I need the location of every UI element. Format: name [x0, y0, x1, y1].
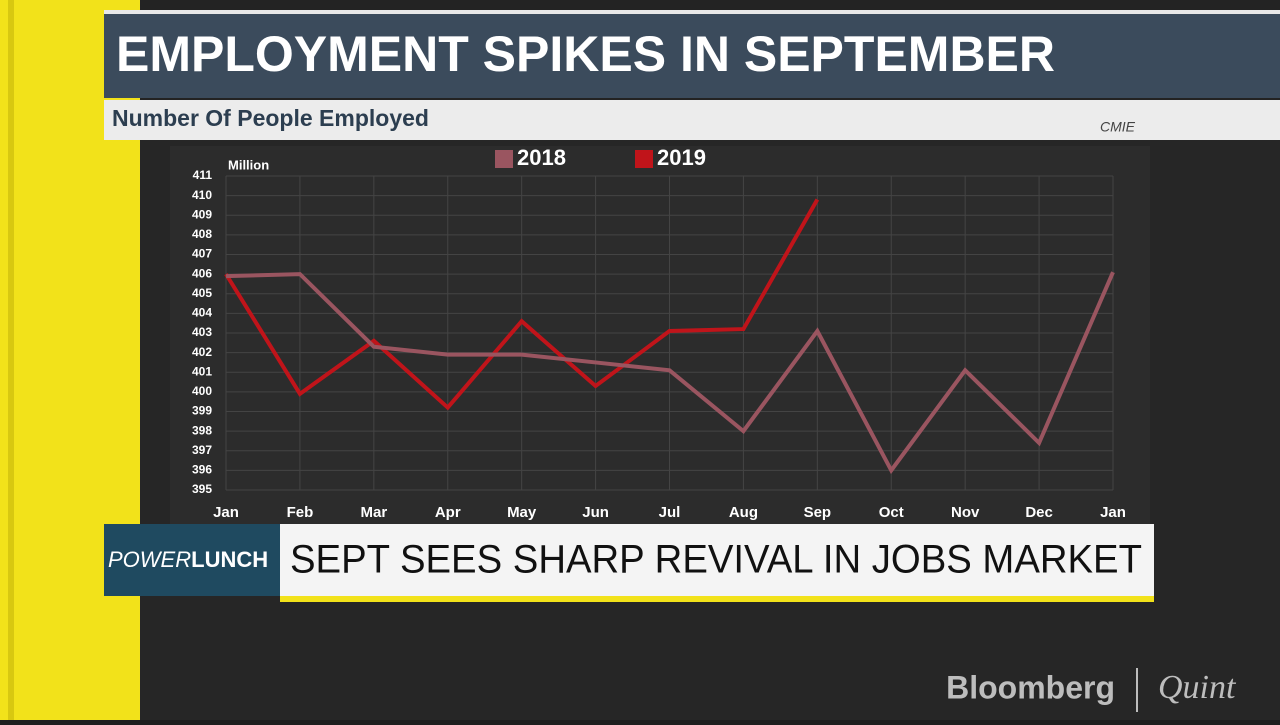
subtitle: Number Of People Employed [112, 105, 429, 131]
legend-swatch [635, 150, 653, 168]
y-tick-label: 403 [192, 325, 212, 339]
headline-box [280, 524, 1154, 596]
x-tick-label: Dec [1025, 504, 1053, 521]
source: CMIE [1100, 119, 1136, 135]
x-tick-label: Sep [804, 504, 832, 521]
y-tick-label: 409 [192, 207, 212, 221]
x-tick-label: Oct [879, 504, 904, 521]
subtitle-bar [104, 100, 1280, 140]
y-tick-label: 404 [192, 306, 212, 320]
x-tick-label: Apr [435, 504, 461, 521]
line-series [225, 271, 1115, 475]
x-tick-label: Jul [659, 504, 681, 521]
y-tick-label: 407 [192, 247, 212, 261]
line-series [224, 198, 820, 411]
chart: 395 396 397 398 399 400 401 402 403 404 405 406 407 4… [192, 145, 1126, 521]
y-tick-label: 411 [193, 168, 213, 182]
x-tick-label: May [507, 504, 537, 521]
title-bar [104, 12, 1280, 98]
show-box [104, 524, 280, 596]
x-tick-label: Feb [287, 504, 314, 521]
logo-right: Quint [1158, 669, 1237, 706]
show-name-1: POWER [108, 547, 191, 572]
y-tick-label: 406 [192, 266, 212, 280]
legend-label: 2018 [517, 145, 566, 170]
x-tick-label: Jan [213, 504, 239, 521]
y-tick-label: 395 [192, 482, 212, 496]
y-tick-label: 401 [192, 364, 212, 378]
stripe-line [8, 0, 14, 720]
x-tick-label: Mar [360, 504, 387, 521]
legend-swatch [495, 150, 513, 168]
headline: SEPT SEES SHARP REVIVAL IN JOBS MARKET [290, 538, 1142, 582]
show-name: POWERLUNCH [108, 547, 268, 572]
title-bar-edge [104, 10, 1280, 14]
x-tick-label: Aug [729, 504, 758, 521]
x-tick-label: Jan [1100, 504, 1126, 521]
y-tick-label: 396 [192, 463, 212, 477]
y-tick-label: 402 [192, 345, 212, 359]
y-tick-label: 408 [192, 227, 212, 241]
y-tick-label: 405 [192, 286, 212, 300]
x-tick-label: Jun [582, 504, 609, 521]
legend-label: 2019 [657, 145, 706, 170]
headline-underline [280, 596, 1154, 602]
logo-left: Bloomberg [946, 669, 1115, 705]
plot-background [170, 146, 1150, 524]
show-name-2: LUNCH [191, 547, 268, 572]
y-axis-label: Million [228, 157, 269, 172]
y-tick-label: 397 [192, 443, 212, 457]
x-tick-label: Nov [951, 504, 980, 521]
y-tick-label: 410 [192, 188, 212, 202]
y-tick-label: 399 [192, 404, 212, 418]
chart-title: EMPLOYMENT SPIKES IN SEPTEMBER [116, 26, 1055, 82]
y-tick-label: 398 [192, 423, 212, 437]
y-tick-label: 400 [192, 384, 212, 398]
